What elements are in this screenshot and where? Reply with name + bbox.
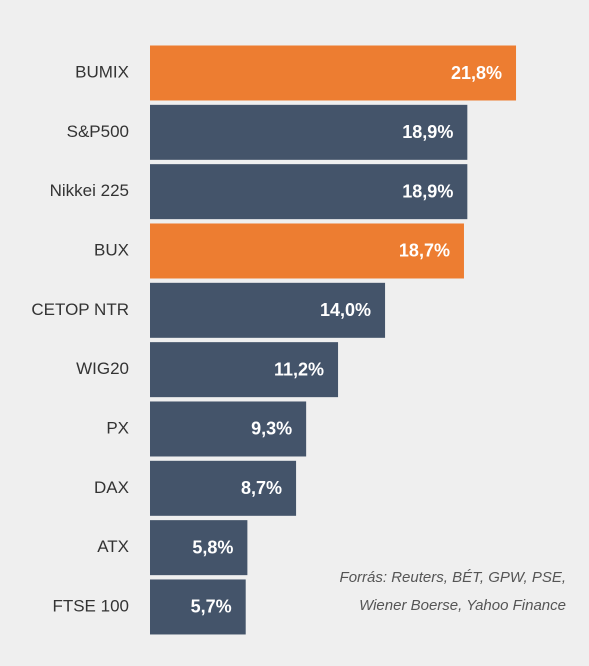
category-label: DAX — [94, 478, 129, 497]
category-label: PX — [106, 418, 129, 437]
bar — [150, 104, 468, 160]
source-note: Forrás: Reuters, BÉT, GPW, PSE, — [340, 569, 566, 586]
value-label: 9,3% — [251, 419, 292, 439]
bar — [150, 223, 464, 279]
category-label: BUX — [94, 240, 129, 259]
value-label: 8,7% — [241, 478, 282, 498]
value-label: 11,2% — [274, 359, 324, 379]
category-label: WIG20 — [76, 359, 129, 378]
value-label: 18,9% — [402, 122, 453, 142]
value-label: 5,7% — [191, 597, 232, 617]
bar — [150, 164, 468, 220]
bar — [150, 282, 386, 338]
category-label: BUMIX — [75, 62, 129, 81]
source-note: Wiener Boerse, Yahoo Finance — [359, 597, 566, 614]
category-label: CETOP NTR — [31, 300, 129, 319]
value-label: 18,9% — [402, 181, 453, 201]
bar — [150, 342, 339, 398]
bar — [150, 579, 246, 635]
category-label: ATX — [97, 537, 129, 556]
bar — [150, 45, 517, 101]
category-label: Nikkei 225 — [50, 181, 129, 200]
bar — [150, 520, 248, 576]
value-label: 5,8% — [192, 537, 233, 557]
value-label: 21,8% — [451, 63, 502, 83]
bar — [150, 460, 297, 516]
value-label: 18,7% — [399, 241, 450, 261]
category-label: FTSE 100 — [52, 596, 129, 615]
value-label: 14,0% — [320, 300, 371, 320]
bar — [150, 401, 307, 457]
category-label: S&P500 — [67, 122, 129, 141]
